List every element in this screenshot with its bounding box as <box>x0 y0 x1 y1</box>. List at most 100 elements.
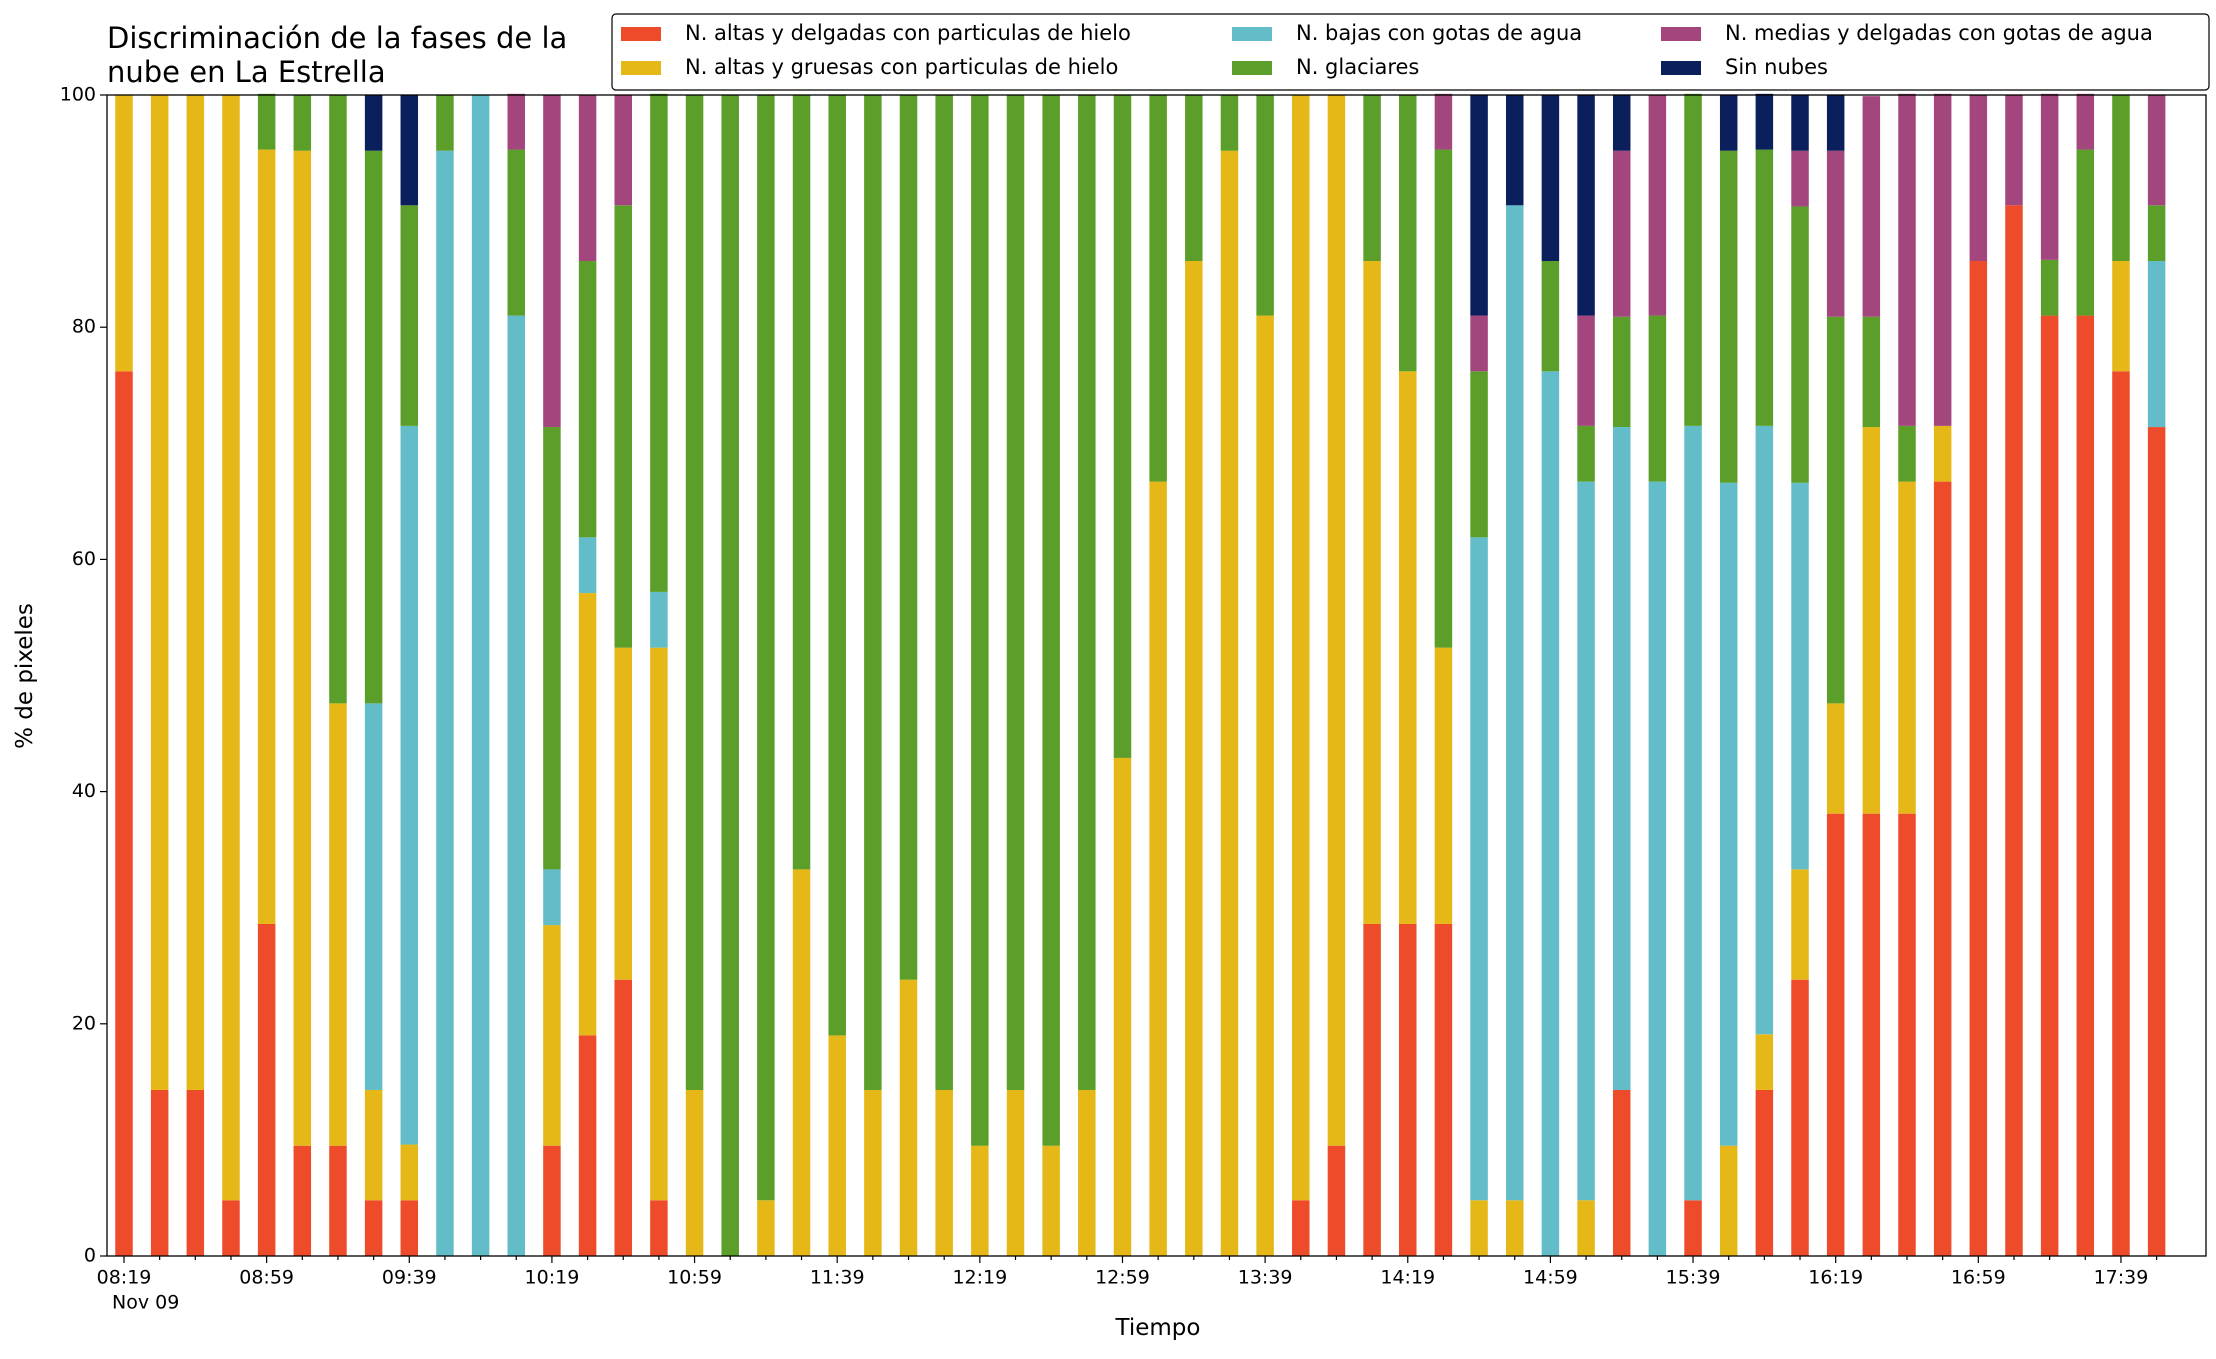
bar-segment <box>1363 95 1381 262</box>
legend-swatch <box>1661 27 1701 41</box>
chart-title: nube en La Estrella <box>107 55 386 89</box>
bar-segment <box>1898 481 1916 814</box>
x-tick-label: 10:19 <box>525 1267 580 1289</box>
bar-segment <box>1826 703 1845 814</box>
legend-label: N. altas y gruesas con particulas de hie… <box>685 55 1118 79</box>
bar-segment <box>1826 95 1845 151</box>
legend: N. altas y delgadas con particulas de hi… <box>611 13 2210 91</box>
bar-segment <box>1719 95 1738 151</box>
bar-segment <box>1684 425 1702 1201</box>
bar-segment <box>364 150 383 704</box>
bar-segment <box>115 371 133 1256</box>
bar-segment <box>329 703 347 1146</box>
bar-segment <box>364 1200 383 1256</box>
bar-segment <box>1434 93 1453 150</box>
bar-segment <box>650 591 668 648</box>
bar-segment <box>436 150 454 1256</box>
bar-segment <box>935 1089 953 1256</box>
x-tick-label: 08:19 <box>97 1267 152 1289</box>
bar-segment <box>578 593 597 1036</box>
bar-segment <box>1042 95 1060 1146</box>
bar-segment <box>757 1200 775 1256</box>
bar-segment <box>2112 371 2130 1256</box>
bar-segment <box>1862 316 1881 428</box>
legend-swatch <box>1661 61 1701 75</box>
bar-segment <box>1434 149 1453 648</box>
bar-segment <box>971 1145 989 1256</box>
bar-segment <box>364 95 383 151</box>
bar-segment <box>1612 427 1631 1090</box>
bar-segment <box>1862 813 1881 1256</box>
bar-segment <box>1149 95 1167 482</box>
bar-segment <box>400 95 419 206</box>
bar-segment <box>1755 93 1774 150</box>
bar-segment <box>1684 1200 1702 1256</box>
bar-segment <box>257 923 276 1256</box>
legend-swatch <box>621 27 661 41</box>
bar-segment <box>1505 95 1524 206</box>
bar-segment <box>1791 95 1809 151</box>
bar-segment <box>1363 261 1381 924</box>
bar-segment <box>614 95 632 206</box>
bar-segment <box>1006 1089 1025 1256</box>
y-tick-label: 0 <box>84 1245 96 1267</box>
bar-segment <box>1541 371 1560 1256</box>
bar-segment <box>578 261 597 538</box>
bar-segment <box>757 95 775 1201</box>
bar-segment <box>1399 371 1417 924</box>
bar-segment <box>1399 95 1417 372</box>
x-tick-label: 16:59 <box>1951 1267 2006 1289</box>
bar-segment <box>1755 425 1774 1035</box>
bar-segment <box>293 95 312 151</box>
bar-segment <box>543 869 561 926</box>
bar-segment <box>935 95 953 1090</box>
bar-segment <box>1470 1200 1488 1256</box>
bar-segment <box>2076 93 2095 150</box>
bar-segment <box>507 149 526 316</box>
bar-segment <box>1577 315 1595 426</box>
x-tick-label: 14:19 <box>1380 1267 1435 1289</box>
x-tick-label: 10:59 <box>667 1267 722 1289</box>
bar-segment <box>1755 1034 1774 1090</box>
bar-segment <box>1470 537 1488 1201</box>
bar-segment <box>578 95 597 262</box>
bar-segment <box>293 150 312 1146</box>
bar-segment <box>650 93 668 592</box>
bar-segment <box>471 95 490 1256</box>
bar-segment <box>2076 315 2095 1257</box>
bar-segment <box>1185 95 1203 262</box>
bar-segment <box>1791 206 1809 483</box>
bar-segment <box>2040 259 2059 316</box>
bar-segment <box>1826 150 1845 317</box>
bar-segment <box>1755 149 1774 426</box>
legend-label: Sin nubes <box>1725 55 1828 79</box>
bar-segment <box>971 95 989 1146</box>
x-tick-label: 09:39 <box>382 1267 437 1289</box>
bar-segment <box>1006 95 1025 1090</box>
bar-segment <box>1541 261 1560 372</box>
bar-segment <box>2040 315 2059 1257</box>
bar-segment <box>2147 95 2166 206</box>
bar-segment <box>1256 95 1274 316</box>
bar-segment <box>899 95 918 980</box>
bar-segment <box>1505 1200 1524 1256</box>
legend-swatch <box>1232 27 1272 41</box>
legend-label: N. bajas con gotas de agua <box>1296 21 1582 45</box>
bar-segment <box>1078 1089 1096 1256</box>
legend-swatch <box>621 61 661 75</box>
bar-segment <box>1220 150 1239 1256</box>
bar-segment <box>1898 93 1916 426</box>
bar-segment <box>1327 95 1346 1146</box>
bar-segment <box>1862 427 1881 814</box>
legend-label: N. glaciares <box>1296 55 1419 79</box>
bar-segment <box>1648 481 1667 1256</box>
bar-segment <box>1791 150 1809 207</box>
bar-segment <box>899 979 918 1256</box>
bar-segment <box>1862 96 1881 317</box>
bar-segment <box>2147 205 2166 262</box>
bar-segment <box>400 1200 419 1256</box>
bar-segment <box>1612 316 1631 428</box>
bar-segment <box>1612 150 1631 317</box>
x-tick-label: 12:59 <box>1095 1267 1150 1289</box>
